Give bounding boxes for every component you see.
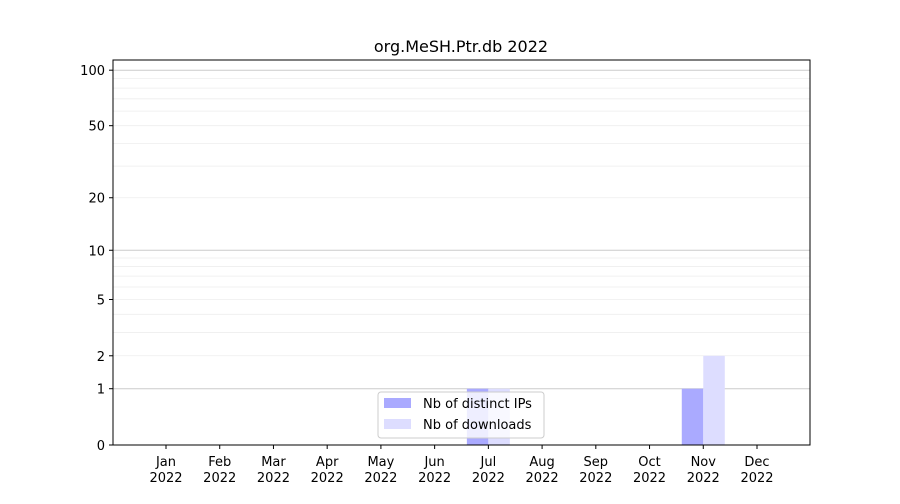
y-tick-label: 1 (97, 383, 105, 398)
x-tick-label: Jun (423, 455, 444, 470)
x-tick-label: Feb (208, 455, 231, 470)
x-tick-label: 2022 (472, 471, 505, 486)
x-tick-label: 2022 (203, 471, 236, 486)
chart-title: org.MeSH.Ptr.db 2022 (374, 37, 548, 56)
x-tick-label: Oct (638, 455, 660, 470)
y-tick-label: 20 (88, 192, 105, 207)
legend-label: Nb of downloads (423, 418, 532, 433)
legend: Nb of distinct IPs Nb of downloads (377, 391, 545, 439)
x-tick-label: Dec (744, 455, 769, 470)
plot-frame (112, 59, 811, 446)
legend-box (377, 391, 545, 439)
x-tick-label: Jul (480, 455, 497, 470)
y-tick-label: 100 (80, 64, 105, 79)
x-tick-label: Sep (584, 455, 609, 470)
x-tick-label: 2022 (364, 471, 397, 486)
x-tick-label: Apr (316, 455, 339, 470)
legend-swatch (384, 398, 411, 408)
x-tick-label: May (367, 455, 394, 470)
y-tick-label: 5 (97, 293, 105, 308)
legend-swatch (384, 419, 411, 429)
x-tick-label: Nov (691, 455, 717, 470)
bar-downloads (703, 355, 725, 445)
x-tick-label: 2022 (579, 471, 612, 486)
x-tick-label: 2022 (257, 471, 290, 486)
x-tick-label: 2022 (311, 471, 344, 486)
x-tick-label: 2022 (633, 471, 666, 486)
x-tick-label: 2022 (149, 471, 182, 486)
x-tick-label: 2022 (526, 471, 559, 486)
y-tick-label: 50 (88, 120, 105, 135)
y-tick-label: 0 (97, 439, 105, 454)
x-tick-label: 2022 (687, 471, 720, 486)
y-tick-label: 10 (88, 244, 105, 259)
x-tick-label: 2022 (740, 471, 773, 486)
y-tick-label: 2 (97, 350, 105, 365)
legend-label: Nb of distinct IPs (423, 397, 532, 412)
x-tick-label: Jan (155, 455, 176, 470)
x-tick-label: 2022 (418, 471, 451, 486)
bar-distinct-ips (681, 388, 704, 445)
x-tick-label: Mar (261, 455, 286, 470)
x-tick-label: Aug (529, 455, 554, 470)
